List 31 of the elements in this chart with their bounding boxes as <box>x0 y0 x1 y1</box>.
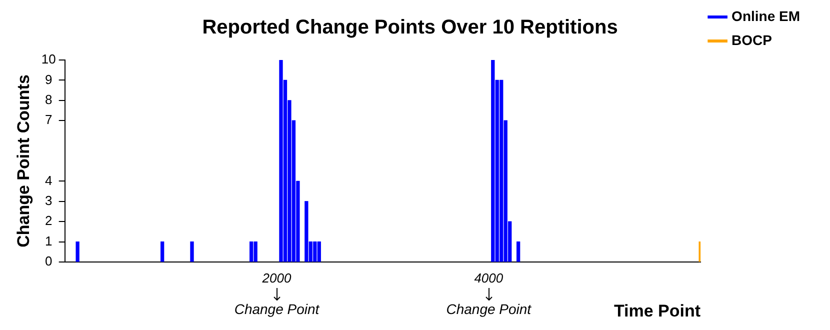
y-tick-label: 1 <box>45 233 52 248</box>
bar <box>698 241 701 262</box>
y-tick-label: 8 <box>45 92 52 107</box>
x-tick-label: 4000 <box>474 270 504 286</box>
bar <box>250 241 254 262</box>
chart-title: Reported Change Points Over 10 Reptitions <box>202 16 618 39</box>
legend-label: BOCP <box>732 32 772 48</box>
y-axis-title: Change Point Counts <box>14 74 33 248</box>
y-tick-label: 0 <box>45 254 52 269</box>
bar <box>304 201 308 262</box>
y-tick-label: 10 <box>41 52 56 67</box>
bar <box>190 241 194 262</box>
bar <box>279 60 283 262</box>
y-tick-label: 2 <box>45 213 52 228</box>
y-tick-label: 7 <box>45 112 52 128</box>
legend-label: Online EM <box>732 8 800 24</box>
bar <box>76 241 80 262</box>
y-tick-label: 9 <box>45 72 52 87</box>
annotation: Change Point <box>446 300 532 317</box>
bar <box>516 241 520 262</box>
bar <box>500 80 504 262</box>
bar <box>160 241 164 262</box>
bar <box>491 60 495 262</box>
bar <box>313 241 317 262</box>
annotation: Change Point <box>234 300 320 317</box>
bar <box>317 241 321 262</box>
bar <box>254 241 258 262</box>
y-tick-label: 3 <box>45 192 52 208</box>
y-tick-label: 4 <box>45 172 52 188</box>
x-tick-label: 2000 <box>261 270 292 286</box>
x-axis-title: Time Point <box>614 301 701 320</box>
